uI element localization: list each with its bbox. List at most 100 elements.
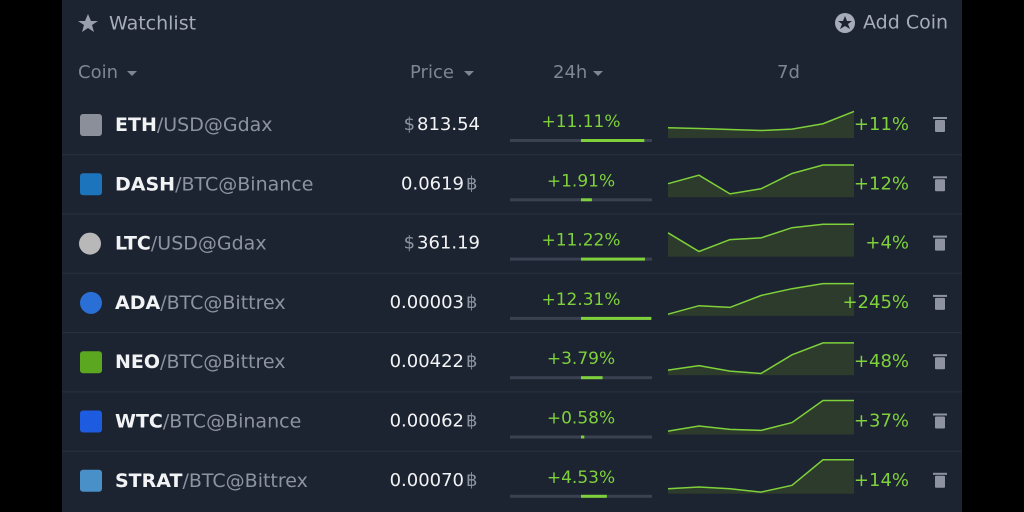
quote-currency: BTC [169,410,206,432]
separator: / [182,469,189,491]
change-7d: +37% [854,411,909,432]
delete-button[interactable] [933,413,947,429]
coin-pair: ADA/BTC@Bittrex [115,291,286,313]
change-bar [581,435,585,439]
sparkline [667,459,854,493]
coin-icon [80,469,102,492]
delete-button[interactable] [933,294,947,310]
trash-body [935,179,945,192]
col-header[interactable]: 24h [553,62,587,83]
trash-lid [933,472,947,475]
change-7d: +245% [842,292,909,313]
trash-lid [933,294,947,297]
add-coin-button[interactable]: Add Coin [835,12,948,34]
separator: / [175,173,182,195]
separator: / [160,291,167,313]
change-24h: +0.58% [547,409,615,429]
col-header: 7d [777,62,800,83]
exchange: @Bittrex [226,469,308,491]
coin-icon [80,410,102,433]
price-unit: $ [404,233,415,254]
coin-pair: DASH/BTC@Binance [115,173,313,195]
separator: / [160,351,167,373]
price: 813.54 [417,114,480,135]
sparkline-area [668,224,854,257]
sparkline-area [668,459,854,494]
sparkline-area [668,165,854,198]
separator: / [163,410,170,432]
coin-symbol: ADA [115,291,160,313]
price: 0.00070 [390,470,464,491]
price-unit: $ [404,114,415,135]
sparkline-area [668,111,854,138]
quote-currency: BTC [181,173,218,195]
quote-currency: BTC [167,291,204,313]
change-24h: +4.53% [547,468,615,488]
sort-caret [464,71,474,76]
trash-body [935,416,945,429]
coin-row[interactable]: DASH/BTC@Binance 0.0619 ฿ +1.91% +12% [62,154,962,202]
delete-button[interactable] [933,354,947,370]
trash-body [935,475,945,488]
coin-icon [79,232,101,255]
change-bar [581,316,652,320]
coin-row[interactable]: LTC/USD@Gdax 361.19$ +11.22% +4% [62,213,962,261]
separator: / [151,232,158,254]
change-7d: +4% [865,233,909,254]
exchange: @Bittrex [203,291,285,313]
delete-button[interactable] [933,235,947,251]
price: 0.00422 [390,351,464,372]
sparkline [667,110,855,132]
coin-row[interactable]: ETH/USD@Gdax 813.54$ +11.11% +11% [80,110,947,142]
coin-row[interactable]: NEO/BTC@Bittrex 0.00422 ฿ +3.79% +48% [62,332,962,380]
coin-symbol: WTC [115,410,163,432]
coin-pair: LTC/USD@Gdax [115,232,267,254]
col-header[interactable]: Price [410,62,454,83]
change-24h: +1.91% [547,171,615,191]
delete-button[interactable] [933,472,947,488]
trash-body [935,120,945,132]
delete-button[interactable] [933,176,947,192]
exchange: @Gdax [204,114,273,136]
coin-pair: WTC/BTC@Binance [115,410,301,432]
price: 0.0619 [401,173,464,194]
coin-row[interactable]: STRAT/BTC@Bittrex 0.00070 ฿ +4.53% +14% [62,450,962,498]
coin-icon [80,291,102,314]
change-24h: +11.22% [541,231,620,251]
exchange: @Gdax [198,232,267,254]
exchange: @Binance [218,173,313,195]
coin-icon [80,351,102,374]
trash-lid [933,354,947,357]
change-24h: +11.11% [541,112,620,132]
sparkline-area [668,342,854,376]
trash-lid [933,117,947,119]
coin-symbol: DASH [115,173,175,195]
change-7d: +48% [854,351,909,372]
delete-button[interactable] [933,117,947,132]
quote-currency: BTC [189,469,226,491]
coin-pair: STRAT/BTC@Bittrex [115,469,308,491]
add-coin-label[interactable]: Add Coin [863,12,948,34]
price: 361.19 [417,233,480,254]
coin-symbol: ETH [115,114,157,136]
sparkline [667,223,854,253]
coin-icon [80,114,102,136]
price-unit: ฿ [466,173,477,194]
change-7d: +12% [854,173,909,194]
change-bar [581,257,645,261]
price-unit: ฿ [466,292,477,313]
coin-row[interactable]: WTC/BTC@Binance 0.00062 ฿ +0.58% +37% [62,391,962,439]
col-header[interactable]: Coin [78,62,118,83]
price-unit: ฿ [466,351,477,372]
coin-row[interactable]: ADA/BTC@Bittrex 0.00003 ฿ +12.31% +245% [62,272,962,320]
sort-caret [127,71,137,76]
change-24h: +3.79% [547,349,615,369]
price-unit: ฿ [466,470,477,491]
sparkline [667,164,854,195]
change-bar [581,198,592,202]
coin-symbol: NEO [115,351,160,373]
watchlist-title: Watchlist [109,13,196,35]
trash-body [935,357,945,370]
price-unit: ฿ [466,411,477,432]
